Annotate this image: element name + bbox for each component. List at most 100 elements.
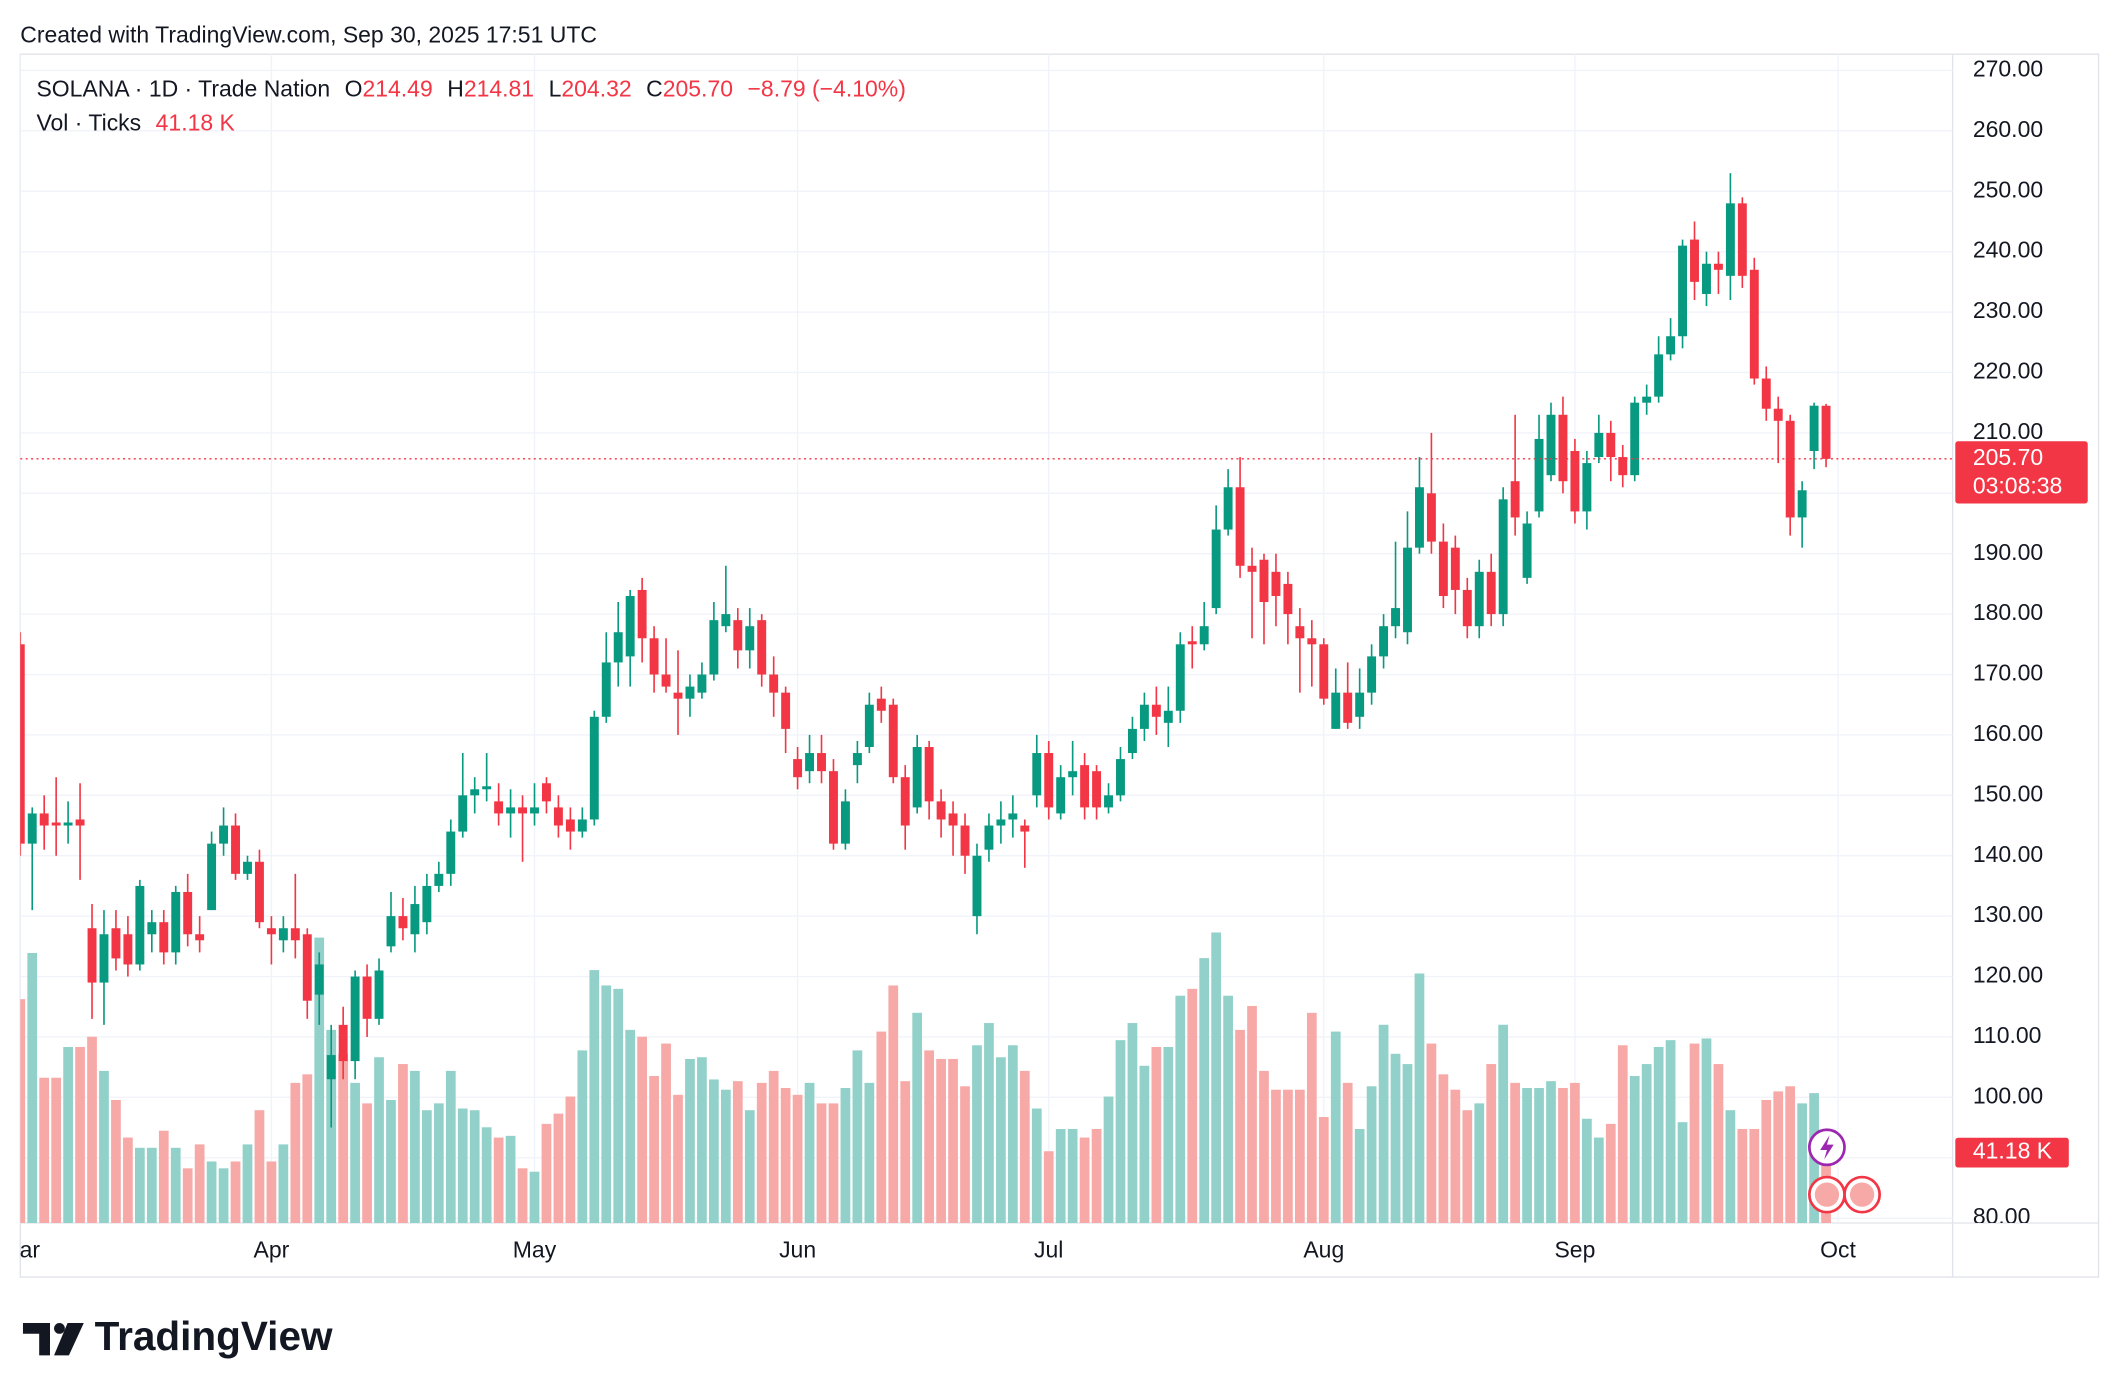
candle-body xyxy=(649,638,659,675)
candle-body xyxy=(1773,408,1783,421)
candle-body xyxy=(111,928,121,959)
volume-bar xyxy=(1546,1081,1556,1223)
candle-body xyxy=(219,825,229,844)
volume-bar xyxy=(1139,1065,1150,1223)
brand-logo xyxy=(22,1322,50,1356)
volume-bar xyxy=(1151,1046,1162,1223)
candle-body xyxy=(1522,523,1532,578)
volume-bar xyxy=(517,1168,528,1223)
volume-bar xyxy=(194,1144,205,1223)
candle-body xyxy=(1570,451,1580,512)
volume-bar xyxy=(1019,1070,1030,1223)
candle-body xyxy=(1462,589,1472,627)
candle-body xyxy=(1331,692,1341,729)
candle-body xyxy=(553,807,563,826)
volume-bar xyxy=(230,1161,241,1223)
candle-body xyxy=(1654,354,1664,397)
volume-bar xyxy=(1617,1045,1628,1223)
y-tick-label: 210.00 xyxy=(1973,418,2043,444)
volume-bar xyxy=(1115,1040,1126,1223)
candle-body xyxy=(948,813,958,826)
volume-bar xyxy=(1462,1110,1473,1223)
candle-body xyxy=(1713,263,1723,270)
candle-body xyxy=(1761,378,1771,409)
volume-bar xyxy=(1725,1110,1736,1223)
candle-body xyxy=(1008,813,1018,820)
candle-body xyxy=(1510,481,1520,518)
volume-bar xyxy=(1342,1082,1353,1223)
volume-bar xyxy=(1450,1089,1461,1223)
candle-body xyxy=(1594,432,1604,458)
candle-body xyxy=(1020,825,1030,832)
candle-body xyxy=(243,861,252,874)
flag-icon-fill xyxy=(1814,1182,1840,1207)
candle-body xyxy=(1749,269,1759,379)
volume-bar xyxy=(314,937,325,1223)
volume-bar xyxy=(661,1043,671,1223)
volume-bar xyxy=(1701,1038,1712,1223)
candle-body xyxy=(900,777,910,826)
candle-body xyxy=(422,885,432,923)
candle-body xyxy=(530,807,539,814)
candle-body xyxy=(207,843,217,911)
volume-bar xyxy=(410,1070,420,1223)
y-tick-label: 100.00 xyxy=(1973,1082,2043,1108)
volume-bar xyxy=(1498,1024,1509,1223)
volume-bar xyxy=(505,1135,516,1223)
candle-body xyxy=(1426,493,1436,542)
candle-body xyxy=(1271,571,1281,596)
candle-body xyxy=(781,692,791,729)
volume-bar xyxy=(852,1050,863,1223)
volume-bar xyxy=(1378,1024,1389,1223)
y-tick-label: 180.00 xyxy=(1973,599,2043,625)
candle-body xyxy=(1725,203,1735,276)
volume-badge xyxy=(1955,1137,2069,1168)
volume-bar xyxy=(565,1096,576,1223)
volume-bar xyxy=(123,1137,133,1223)
y-tick-label: 190.00 xyxy=(1973,539,2043,565)
volume-bar xyxy=(649,1076,659,1223)
volume-bar xyxy=(1247,1005,1257,1223)
volume-bar xyxy=(1797,1103,1808,1223)
volume-bar xyxy=(445,1070,456,1223)
volume-bar xyxy=(481,1127,492,1223)
candle-body xyxy=(1821,405,1831,459)
candle-body xyxy=(506,807,516,814)
volume-bar xyxy=(1438,1074,1449,1223)
legend-close: 205.70 xyxy=(663,76,733,102)
candle-body xyxy=(302,934,312,1001)
candle-body xyxy=(254,861,264,923)
candle-body xyxy=(1355,692,1365,717)
candle-body xyxy=(972,855,982,917)
volume-bar xyxy=(744,1110,755,1223)
candle-body xyxy=(63,822,73,826)
volume-value: 41.18 K xyxy=(156,109,236,135)
volume-bar xyxy=(457,1108,468,1223)
brand-text: TradingView xyxy=(95,1313,333,1359)
y-tick-label: 220.00 xyxy=(1973,358,2043,384)
candle-body xyxy=(75,819,85,826)
candle-body xyxy=(27,813,37,844)
candle-body xyxy=(1379,626,1389,657)
volume-bar xyxy=(1402,1064,1413,1223)
volume-bar xyxy=(51,1077,62,1223)
candle-body xyxy=(1809,405,1819,452)
candle-body xyxy=(721,614,731,627)
candle-body xyxy=(470,789,480,796)
volume-bar xyxy=(625,1029,636,1223)
volume-bar xyxy=(780,1087,791,1223)
volume-bar xyxy=(720,1089,731,1223)
y-tick-label: 270.00 xyxy=(1973,56,2043,82)
candles xyxy=(20,173,1953,1128)
volume-bar xyxy=(577,1050,588,1223)
volume-bar xyxy=(709,1079,719,1223)
candle-body xyxy=(876,698,886,711)
volume-bar xyxy=(1043,1151,1054,1223)
candle-body xyxy=(577,819,587,832)
candle-body xyxy=(195,934,205,941)
volume-bar xyxy=(386,1099,396,1223)
volume-bar xyxy=(541,1123,552,1223)
y-tick-label: 170.00 xyxy=(1973,660,2043,686)
